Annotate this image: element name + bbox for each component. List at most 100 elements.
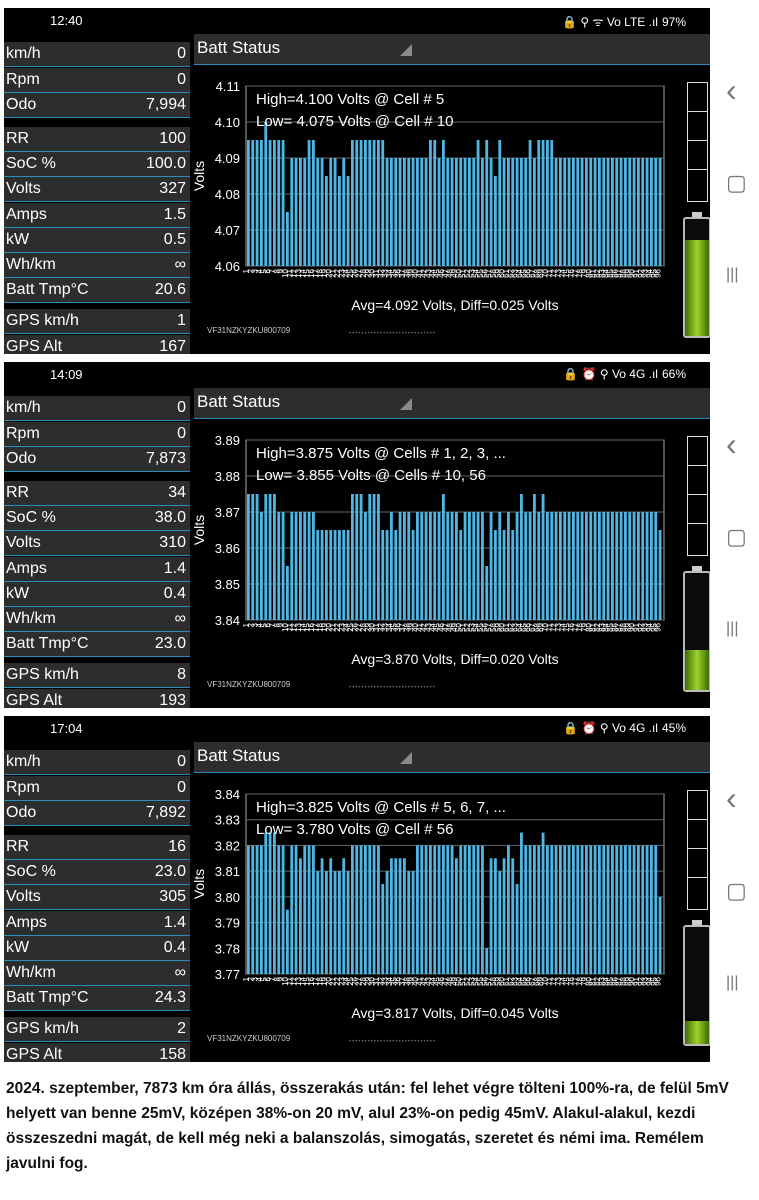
amps-row[interactable]: Amps 1.4 [4,911,190,936]
dropdown-corner-icon[interactable] [400,398,412,410]
kw-row[interactable]: kW 0.5 [4,228,190,253]
dropdown-corner-icon[interactable] [400,44,412,56]
cell-bar [498,140,502,266]
level-indicator [687,790,708,910]
cell-bar [624,845,627,974]
x-tick-label: 2 [246,976,255,981]
x-tick-label: 58 [489,976,498,985]
cell-bar [550,140,554,266]
x-tick-label: 49 [450,976,459,985]
cell-bar [424,158,428,266]
x-tick-label: 88 [619,622,628,631]
back-icon[interactable]: ‹ [726,426,737,462]
batt-temp-row[interactable]: Batt Tmp°C 23.0 [4,632,190,657]
amps-row[interactable]: Amps 1.4 [4,557,190,582]
gps-alt-row[interactable]: GPS Alt 193 [4,689,190,708]
recents-icon[interactable]: ||| [726,620,739,637]
x-tick-label: 76 [567,622,576,631]
volts-row[interactable]: Volts 305 [4,885,190,910]
volts-row[interactable]: Volts 327 [4,177,190,202]
cell-bar [472,845,476,974]
kw-row[interactable]: kW 0.4 [4,936,190,961]
summary-text: Avg=3.817 Volts, Diff=0.045 Volts [351,1005,558,1021]
cell-bar [537,140,541,266]
cell-bar [494,176,497,266]
back-icon[interactable]: ‹ [726,72,737,108]
whkm-row[interactable]: Wh/km ∞ [4,607,190,632]
gps-alt-row-value: 167 [159,338,186,354]
cell-bar [472,512,476,620]
speed-row[interactable]: km/h 0 [4,42,190,67]
volts-row[interactable]: Volts 310 [4,531,190,556]
status-time: 12:40 [50,13,83,28]
cell-bar [585,512,588,620]
batt-temp-row[interactable]: Batt Tmp°C 20.6 [4,278,190,303]
home-icon[interactable]: ▢ [726,878,747,903]
screen-title-bar[interactable]: Batt Status [194,742,710,773]
range-row[interactable]: RR 16 [4,835,190,860]
x-tick-label: 86 [610,268,619,277]
whkm-row[interactable]: Wh/km ∞ [4,253,190,278]
recents-icon[interactable]: ||| [726,266,739,283]
gps-speed-row-value: 8 [177,666,186,683]
cell-bar [312,140,315,266]
amps-row[interactable]: Amps 1.5 [4,203,190,228]
status-icons: 🔒 ⏰ ⚲ Vo 4G .ıl 45% [563,721,686,735]
cell-bar [628,158,632,266]
rpm-row[interactable]: Rpm 0 [4,68,190,93]
gps-speed-row[interactable]: GPS km/h 2 [4,1017,190,1042]
cell-bar [394,158,398,266]
rpm-row[interactable]: Rpm 0 [4,776,190,801]
batt-temp-row[interactable]: Batt Tmp°C 24.3 [4,986,190,1011]
gps-alt-row[interactable]: GPS Alt 158 [4,1043,190,1062]
speed-row[interactable]: km/h 0 [4,396,190,421]
cell-bar [645,512,649,620]
cell-bar [381,530,385,620]
cell-bar [268,140,272,266]
x-tick-label: 52 [463,976,472,985]
odometer-row[interactable]: Odo 7,873 [4,447,190,472]
x-tick-label: 69 [537,976,546,985]
screen-title-bar[interactable]: Batt Status [194,34,710,65]
rpm-row[interactable]: Rpm 0 [4,422,190,447]
x-tick-label: 38 [402,622,411,631]
cell-bar [528,512,532,620]
gps-alt-row[interactable]: GPS Alt 167 [4,335,190,354]
soc-row[interactable]: SoC % 38.0 [4,506,190,531]
dropdown-corner-icon[interactable] [400,752,412,764]
cell-bar [554,158,558,266]
cell-bar [515,158,519,266]
cell-bar [333,530,337,620]
odometer-row[interactable]: Odo 7,994 [4,93,190,118]
kw-row[interactable]: kW 0.4 [4,582,190,607]
cell-bar [650,512,653,620]
range-row[interactable]: RR 34 [4,481,190,506]
soc-row[interactable]: SoC % 100.0 [4,152,190,177]
x-tick-label: 40 [411,268,420,277]
speed-row[interactable]: km/h 0 [4,750,190,775]
cell-bar [307,140,311,266]
x-tick-label: 64 [515,976,524,985]
x-tick-label: 78 [576,622,585,631]
home-icon[interactable]: ▢ [726,170,747,195]
cell-bar [398,158,402,266]
battery-body [683,571,710,692]
screen-title-bar[interactable]: Batt Status [194,388,710,419]
gps-speed-row[interactable]: GPS km/h 1 [4,309,190,334]
y-tick-label: 3.83 [215,813,240,828]
gps-speed-row[interactable]: GPS km/h 8 [4,663,190,688]
range-row[interactable]: RR 100 [4,127,190,152]
cell-bar [615,845,619,974]
y-tick-label: 4.11 [216,79,240,94]
cell-bar [281,140,285,266]
whkm-row[interactable]: Wh/km ∞ [4,961,190,986]
cell-bar [442,845,445,974]
soc-row[interactable]: SoC % 23.0 [4,860,190,885]
x-tick-label: 8 [272,268,281,273]
cell-bar [576,512,580,620]
recents-icon[interactable]: ||| [726,974,739,991]
cell-bar [459,530,463,620]
back-icon[interactable]: ‹ [726,780,737,816]
odometer-row[interactable]: Odo 7,892 [4,801,190,826]
home-icon[interactable]: ▢ [726,524,747,549]
